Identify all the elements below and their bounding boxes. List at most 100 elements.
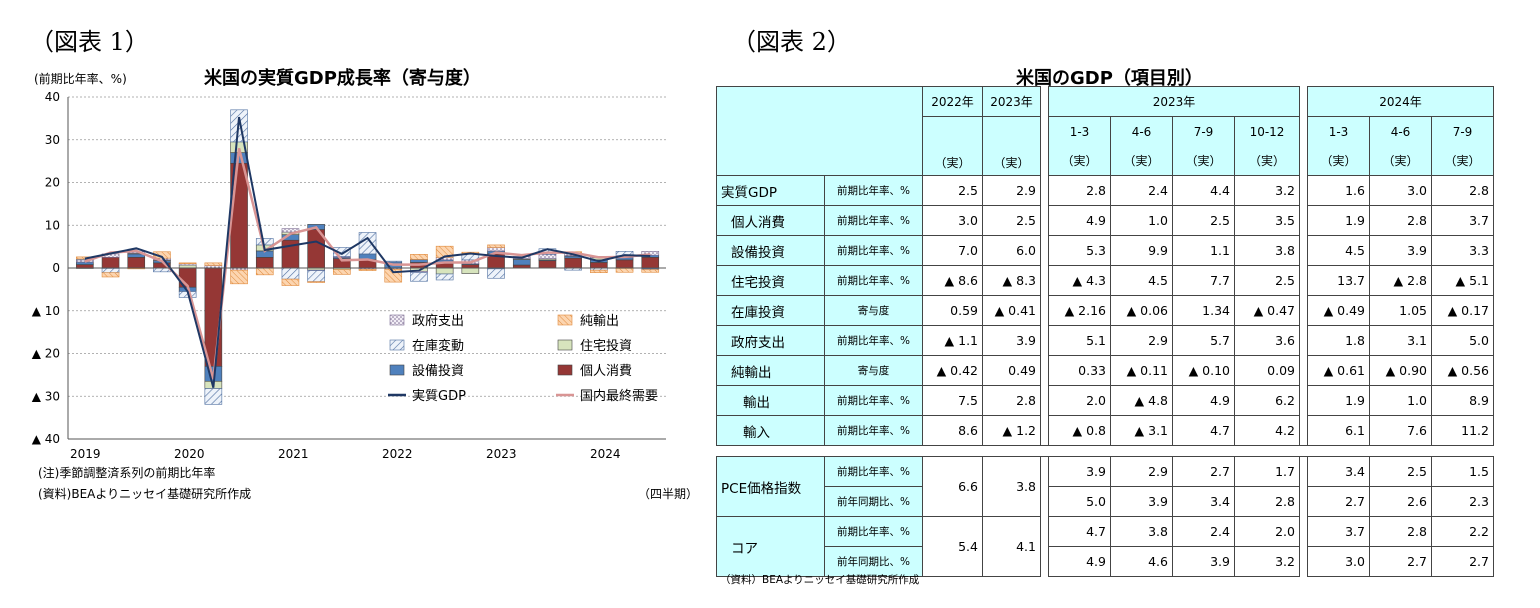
bar-segment <box>461 267 480 274</box>
table-cell: 2.0 <box>1048 385 1111 416</box>
table-cell: 5.7 <box>1172 325 1235 356</box>
bar-segment <box>512 259 531 266</box>
table-cell: 1.9 <box>1307 385 1370 416</box>
table-cell: ▲ 5.1 <box>1431 265 1494 296</box>
core-cell: 3.9 <box>1172 546 1235 577</box>
core-cell: 2.0 <box>1234 516 1300 547</box>
y-tick-label: ▲ 10 <box>32 304 60 318</box>
bar-segment <box>487 247 505 252</box>
x-year-label: 2021 <box>278 447 309 461</box>
table-cell: ▲ 2.16 <box>1048 295 1111 326</box>
table-cell: 11.2 <box>1431 415 1494 446</box>
header-q-2023-2: 4-6 <box>1110 116 1173 146</box>
core-cell: 3.7 <box>1307 516 1370 547</box>
table-cell: 3.6 <box>1234 325 1300 356</box>
pce-cell: 3.9 <box>1110 486 1173 517</box>
table-cell: ▲ 0.8 <box>1048 415 1111 446</box>
table-cell: 5.1 <box>1048 325 1111 356</box>
legend-swatch <box>557 314 573 326</box>
header-q-2023-3: 7-9 <box>1172 116 1235 146</box>
bar-segment <box>333 247 351 257</box>
chart1-note: (注)季節調整済系列の前期比年率 <box>38 466 216 480</box>
y-tick-label: ▲ 40 <box>32 432 60 446</box>
bar-segment <box>333 269 351 275</box>
header-q-2023-1: 1-3 <box>1048 116 1111 146</box>
table-cell: 7.0 <box>922 235 983 266</box>
bar-segment <box>590 269 608 274</box>
table-row: 在庫投資 寄与度 0.59 ▲ 0.41 ▲ 2.16 ▲ 0.06 1.34 ▲ 0.47 ▲… <box>716 295 1494 326</box>
bar-segment <box>538 254 557 259</box>
table-cell: ▲ 0.61 <box>1307 355 1370 386</box>
bar-segment <box>307 281 325 283</box>
row-unit: 寄与度 <box>824 355 923 386</box>
chart1-source: (資料)BEAよりニッセイ基礎研究所作成 <box>38 487 252 501</box>
bar-segment <box>307 270 325 282</box>
header-2023-annual: 2023年 <box>982 86 1041 117</box>
table-cell: 2.8 <box>982 385 1041 416</box>
table-row: PCE価格指数 前期比年率、% 6.6 3.8 3.9 2.9 2.7 1.7 3.4 2.5 1.… <box>716 456 1494 517</box>
chart1-x-unit: （四半期） <box>638 487 699 501</box>
header-2022-jitsu: （実） <box>922 116 983 176</box>
gdp-table: 2022年 2023年 2023年 2024年 （実） （実） 1-3 4-6 … <box>716 86 1494 577</box>
series-line <box>84 147 651 380</box>
table-cell: ▲ 4.8 <box>1110 385 1173 416</box>
table-row: 住宅投資 前期比年率、% ▲ 8.6 ▲ 8.3 ▲ 4.3 4.5 7.7 2.5 13.7 ▲… <box>716 265 1494 296</box>
header-blank <box>716 86 923 176</box>
table-cell: 1.8 <box>1307 325 1370 356</box>
bar-segment <box>281 267 300 280</box>
table-cell: 6.2 <box>1234 385 1300 416</box>
table-cell: 8.6 <box>922 415 983 446</box>
bar-segment <box>461 264 480 269</box>
core-cell: 2.8 <box>1369 516 1432 547</box>
table-cell: ▲ 4.3 <box>1048 265 1111 296</box>
chart1-title: 米国の実質GDP成長率（寄与度） <box>204 68 481 89</box>
bar-segment <box>487 268 505 279</box>
table-cell: 7.7 <box>1172 265 1235 296</box>
y-tick-label: ▲ 20 <box>32 347 60 361</box>
table-cell: 2.5 <box>922 175 983 206</box>
y-tick-label: 30 <box>45 133 60 147</box>
table-cell: ▲ 0.47 <box>1234 295 1300 326</box>
header-2022: 2022年 <box>922 86 983 117</box>
table-cell: 0.33 <box>1048 355 1111 386</box>
table-row: 設備投資 前期比年率、% 7.0 6.0 5.3 9.9 1.1 3.8 4.5 3.9 3.3 <box>716 235 1494 266</box>
bar-segment <box>255 257 274 269</box>
table-cell: 1.34 <box>1172 295 1235 326</box>
table-cell: 4.5 <box>1110 265 1173 296</box>
table-cell: 1.1 <box>1172 235 1235 266</box>
pce-cell: 3.4 <box>1172 486 1235 517</box>
bar-segment <box>435 267 454 275</box>
table-cell: 3.9 <box>982 325 1041 356</box>
y-tick-label: ▲ 30 <box>32 389 60 403</box>
legend-label: 実質GDP <box>412 388 466 404</box>
table-cell: 8.9 <box>1431 385 1494 416</box>
core-label: コア <box>716 516 825 577</box>
bar-segment <box>487 244 505 248</box>
core-cell: 4.7 <box>1048 516 1111 547</box>
header-jitsu: （実） <box>1234 146 1300 176</box>
core-cell: 3.0 <box>1307 546 1370 577</box>
table-cell: 2.9 <box>982 175 1041 206</box>
row-unit: 前期比年率、% <box>824 385 923 416</box>
bar-segment <box>281 228 300 233</box>
pce-cell: 2.3 <box>1431 486 1494 517</box>
core-cell: 2.7 <box>1431 546 1494 577</box>
table-row: 輸入 前期比年率、% 8.6 ▲ 1.2 ▲ 0.8 ▲ 3.1 4.7 4.2 6.1 7.6 1… <box>716 415 1494 446</box>
table-cell: 3.7 <box>1431 205 1494 236</box>
table-cell: 5.0 <box>1431 325 1494 356</box>
core-cell: 2.7 <box>1369 546 1432 577</box>
bar-segment <box>410 259 428 263</box>
row-unit: 寄与度 <box>824 295 923 326</box>
table-row: 実質GDP 前期比年率、% 2.5 2.9 2.8 2.4 4.4 3.2 1.6 3.0 2.8 <box>716 175 1494 206</box>
core-cell: 3.2 <box>1234 546 1300 577</box>
table-row: コア 前期比年率、% 5.4 4.1 4.7 3.8 2.4 2.0 3.7 2.8 2.2 <box>716 516 1494 577</box>
core-cell: 4.6 <box>1110 546 1173 577</box>
x-year-label: 2020 <box>174 447 205 461</box>
table-cell: ▲ 0.42 <box>922 355 983 386</box>
header-q-2024-3: 7-9 <box>1431 116 1494 146</box>
table-cell: 7.6 <box>1369 415 1432 446</box>
table-cell: ▲ 1.1 <box>922 325 983 356</box>
row-label: 輸出 <box>716 385 825 416</box>
table-cell: ▲ 0.90 <box>1369 355 1432 386</box>
table-cell: 6.1 <box>1307 415 1370 446</box>
